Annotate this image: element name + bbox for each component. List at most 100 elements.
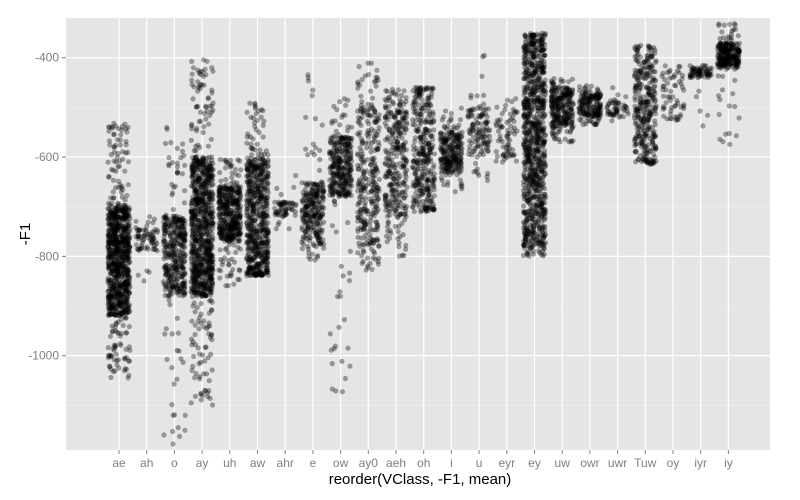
data-point	[105, 294, 112, 300]
data-point	[170, 241, 177, 247]
data-point	[164, 356, 170, 363]
data-point	[329, 163, 335, 170]
data-point	[123, 269, 129, 275]
data-point	[304, 203, 310, 210]
data-point	[123, 297, 129, 303]
data-point	[109, 280, 115, 286]
data-point	[110, 303, 116, 309]
data-point	[124, 289, 130, 295]
data-point	[176, 218, 182, 224]
data-point	[414, 111, 420, 117]
data-point	[146, 269, 152, 275]
data-point	[367, 239, 373, 245]
data-point	[163, 271, 170, 277]
data-point	[125, 275, 131, 282]
data-point	[232, 216, 238, 222]
data-point	[111, 195, 117, 201]
data-point	[265, 243, 271, 249]
data-point	[210, 68, 216, 74]
data-point	[120, 156, 126, 162]
data-point	[258, 171, 264, 177]
data-point	[330, 193, 336, 199]
data-point	[136, 233, 142, 239]
data-point	[173, 234, 179, 240]
data-point	[174, 241, 181, 247]
data-point	[205, 394, 211, 400]
data-point	[125, 218, 131, 224]
data-point	[162, 272, 168, 278]
data-point	[299, 180, 305, 186]
data-point	[116, 303, 123, 309]
data-point	[256, 235, 262, 241]
data-point	[117, 254, 123, 260]
data-point	[175, 330, 181, 336]
data-point	[206, 378, 212, 384]
data-point	[112, 286, 118, 292]
data-point	[119, 194, 125, 200]
data-point	[115, 227, 121, 233]
data-point	[123, 150, 129, 156]
data-point	[107, 246, 113, 252]
data-point	[201, 288, 207, 294]
data-point	[392, 223, 398, 230]
data-point	[278, 191, 284, 198]
data-point	[111, 283, 117, 289]
data-point	[210, 160, 216, 167]
data-point	[333, 388, 339, 394]
data-point	[263, 148, 269, 154]
data-point	[110, 257, 116, 263]
data-point	[124, 230, 130, 236]
data-point	[168, 289, 174, 295]
data-point	[199, 199, 205, 205]
data-point	[253, 127, 259, 133]
data-point	[109, 247, 115, 253]
data-point	[120, 278, 126, 284]
data-point	[401, 252, 407, 258]
data-point	[118, 245, 124, 251]
data-point	[218, 178, 224, 184]
data-point	[109, 328, 115, 334]
data-point	[197, 226, 203, 232]
data-point	[124, 278, 130, 284]
data-point	[111, 213, 117, 219]
data-point	[198, 109, 204, 115]
data-point	[175, 258, 181, 264]
data-point	[121, 227, 127, 233]
data-point	[105, 159, 111, 165]
data-point	[127, 274, 133, 280]
data-point	[181, 280, 187, 286]
data-point	[309, 198, 316, 204]
data-point	[188, 137, 194, 143]
data-point	[109, 221, 115, 227]
data-point	[124, 255, 131, 262]
data-point	[110, 222, 116, 228]
data-point	[124, 267, 130, 273]
data-point	[189, 318, 195, 324]
data-point	[430, 181, 436, 187]
data-point	[123, 235, 129, 242]
data-point	[111, 278, 117, 285]
data-point	[425, 142, 431, 148]
data-point	[127, 234, 133, 241]
data-point	[123, 298, 130, 304]
data-point	[117, 252, 124, 258]
data-point	[204, 271, 210, 277]
data-point	[189, 200, 195, 206]
data-point	[424, 154, 430, 160]
data-point	[190, 246, 196, 252]
data-point	[111, 242, 117, 248]
data-point	[119, 216, 125, 222]
data-point	[123, 263, 129, 269]
data-point	[122, 197, 128, 203]
data-point	[386, 127, 392, 133]
data-point	[188, 336, 195, 342]
data-point	[112, 215, 118, 221]
data-point	[105, 240, 111, 246]
data-point	[196, 118, 202, 125]
data-point	[205, 205, 212, 211]
data-point	[179, 243, 186, 249]
data-point	[181, 233, 187, 240]
data-point	[173, 282, 179, 288]
data-point	[166, 222, 172, 229]
data-point	[115, 268, 121, 275]
